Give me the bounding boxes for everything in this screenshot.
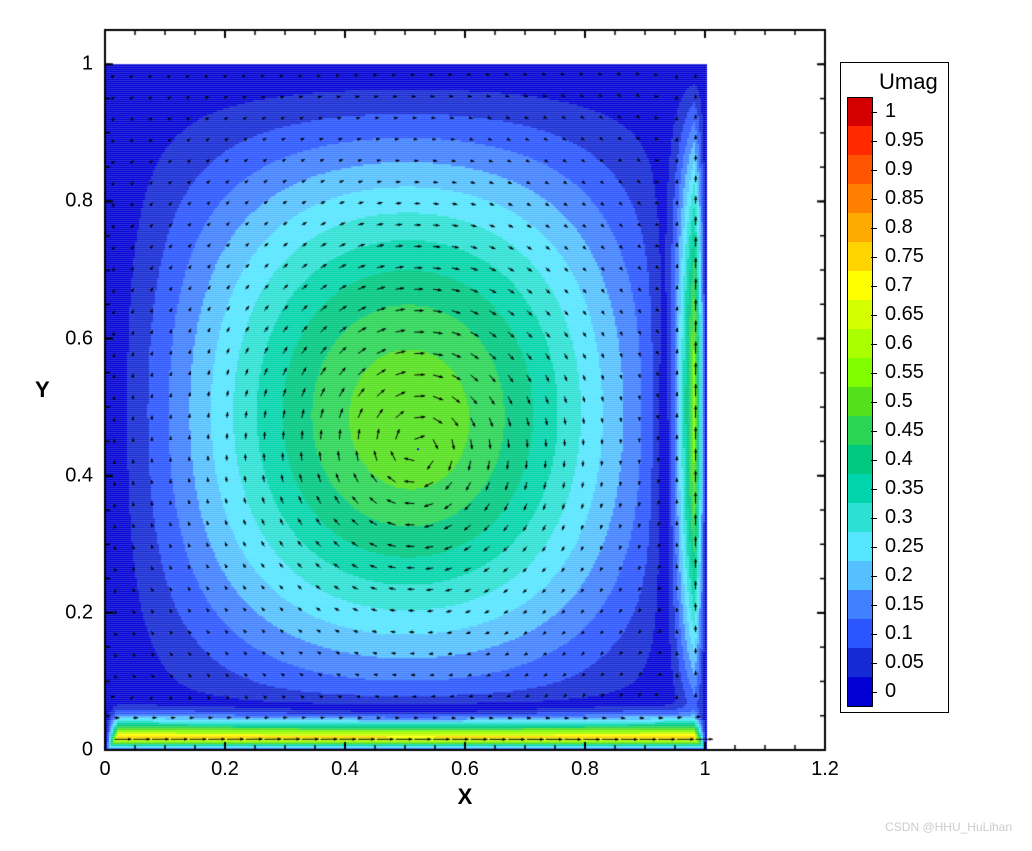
legend-level-label: 0.3: [885, 506, 913, 529]
legend-swatch: [847, 445, 873, 474]
legend-row: 0.65: [847, 300, 938, 329]
legend-swatch: [847, 503, 873, 532]
legend-swatch: [847, 590, 873, 619]
legend-level-label: 0.95: [885, 129, 924, 152]
legend-row: 0.55: [847, 358, 938, 387]
legend-row: 0.9: [847, 155, 938, 184]
legend-level-label: 0.7: [885, 274, 913, 297]
x-tick-label: 0.6: [451, 758, 479, 781]
legend-swatch: [847, 474, 873, 503]
x-tick-label: 0.4: [331, 758, 359, 781]
legend-swatch: [847, 648, 873, 677]
legend-swatch: [847, 329, 873, 358]
y-tick-label: 0.2: [65, 601, 93, 624]
legend-level-label: 0.8: [885, 216, 913, 239]
legend-swatch: [847, 184, 873, 213]
legend-swatch: [847, 271, 873, 300]
legend-row: 0.75: [847, 242, 938, 271]
legend-row: 0.6: [847, 329, 938, 358]
y-tick-label: 1: [82, 53, 93, 76]
colorbar-legend: Umag 1 0.95 0.9 0.85 0.8 0.75 0.7 0.65 0.6 0.55 0.…: [840, 62, 949, 713]
legend-level-label: 0.35: [885, 477, 924, 500]
legend-row: 0.2: [847, 561, 938, 590]
legend-level-label: 0.55: [885, 361, 924, 384]
legend-level-label: 0.25: [885, 535, 924, 558]
y-tick-label: 0: [82, 739, 93, 762]
legend-level-label: 0.45: [885, 419, 924, 442]
legend-row: 0.95: [847, 126, 938, 155]
y-tick-label: 0.4: [65, 464, 93, 487]
legend-swatch: [847, 532, 873, 561]
legend-level-label: 0.05: [885, 651, 924, 674]
legend-row: 0.7: [847, 271, 938, 300]
legend-row: 0.8: [847, 213, 938, 242]
legend-level-label: 0.5: [885, 390, 913, 413]
watermark: CSDN @HHU_HuLihan: [885, 820, 1012, 834]
x-tick-label: 1: [699, 758, 710, 781]
legend-row: 0.5: [847, 387, 938, 416]
legend-swatch: [847, 300, 873, 329]
legend-level-label: 0.75: [885, 245, 924, 268]
y-axis-label: Y: [35, 377, 50, 403]
legend-swatch: [847, 213, 873, 242]
legend-level-label: 0: [885, 680, 896, 703]
legend-swatch: [847, 416, 873, 445]
chart-container: X Y 0 0.2 0.4 0.6 0.8 1 1.2 0 0.2 0.4 0.6 0.8 1 Uma…: [0, 0, 1032, 846]
legend-swatch: [847, 677, 873, 707]
x-tick-label: 0: [99, 758, 110, 781]
legend-swatch: [847, 358, 873, 387]
legend-swatch: [847, 97, 873, 127]
x-tick-label: 1.2: [811, 758, 839, 781]
legend-level-label: 0.6: [885, 332, 913, 355]
legend-level-label: 0.85: [885, 187, 924, 210]
x-tick-label: 0.8: [571, 758, 599, 781]
legend-level-label: 0.9: [885, 158, 913, 181]
legend-swatch: [847, 561, 873, 590]
legend-level-label: 0.4: [885, 448, 913, 471]
legend-level-label: 0.1: [885, 622, 913, 645]
legend-title: Umag: [879, 69, 938, 95]
legend-level-label: 1: [885, 100, 896, 123]
legend-swatch: [847, 387, 873, 416]
legend-level-label: 0.15: [885, 593, 924, 616]
legend-row: 0.45: [847, 416, 938, 445]
legend-row: 0.35: [847, 474, 938, 503]
legend-row: 0.1: [847, 619, 938, 648]
legend-row: 0.05: [847, 648, 938, 677]
legend-row: 0.3: [847, 503, 938, 532]
legend-swatch: [847, 242, 873, 271]
legend-swatch: [847, 126, 873, 155]
legend-level-label: 0.65: [885, 303, 924, 326]
legend-level-label: 0.2: [885, 564, 913, 587]
legend-rows: 1 0.95 0.9 0.85 0.8 0.75 0.7 0.65 0.6 0.55 0.5 0.45…: [847, 97, 938, 706]
legend-row: 1: [847, 97, 938, 126]
legend-row: 0.25: [847, 532, 938, 561]
legend-row: 0: [847, 677, 938, 706]
x-axis-label: X: [458, 784, 473, 810]
legend-row: 0.85: [847, 184, 938, 213]
y-tick-label: 0.6: [65, 327, 93, 350]
legend-row: 0.15: [847, 590, 938, 619]
x-tick-label: 0.2: [211, 758, 239, 781]
legend-row: 0.4: [847, 445, 938, 474]
legend-swatch: [847, 619, 873, 648]
legend-swatch: [847, 155, 873, 184]
y-tick-label: 0.8: [65, 190, 93, 213]
